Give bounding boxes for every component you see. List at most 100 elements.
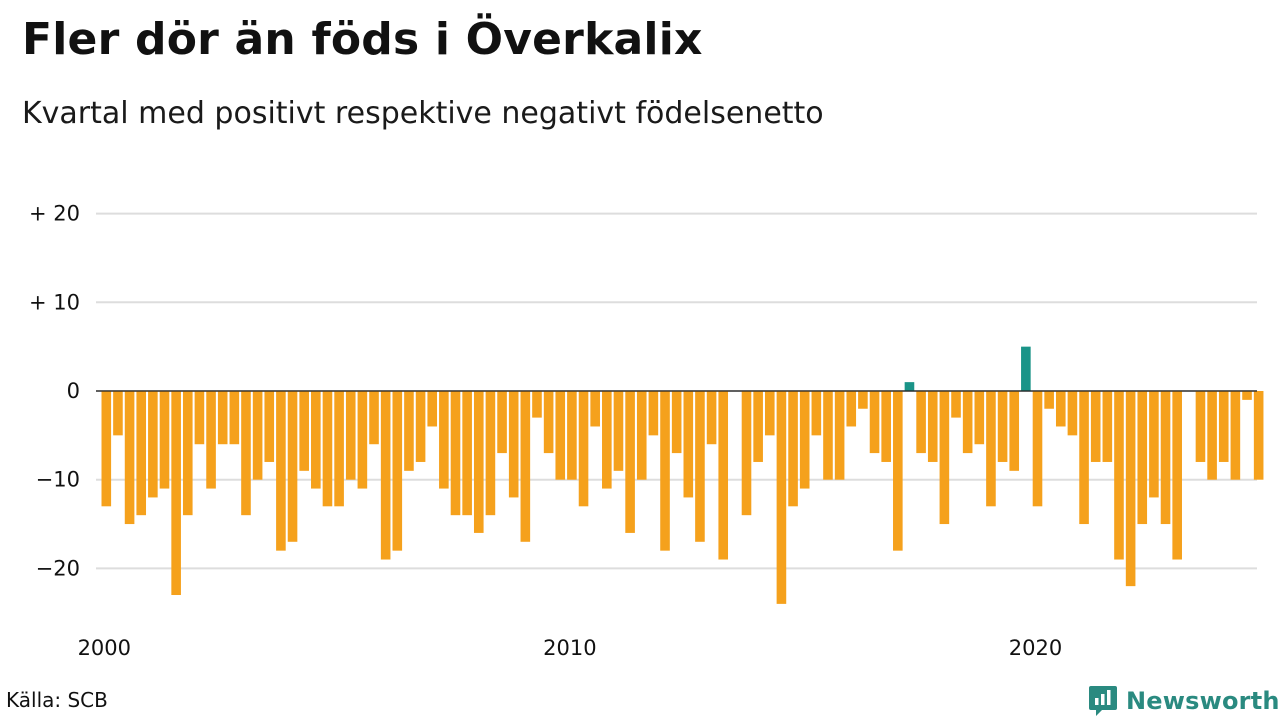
chart-bar [683,391,694,498]
newsworthy-logo-icon [1089,686,1117,716]
chart-bar [345,391,356,480]
chart-bar [473,391,484,533]
chart-bar [124,391,135,525]
chart-bar [159,391,170,489]
chart-bar [299,391,309,471]
chart-bar [799,391,810,489]
chart-bar [648,391,659,436]
y-tick-label: 0 [67,379,80,403]
chart-bar [997,391,1008,462]
chart-bar [369,391,379,445]
x-tick-label: 2000 [78,636,131,660]
chart-bar [217,391,228,445]
chart-bar [1172,391,1182,560]
chart-bar [776,391,787,604]
chart-bar [753,391,763,462]
x-tick-label: 2020 [1009,636,1062,660]
chart-bar [136,391,147,516]
chart-bar [555,391,566,480]
chart-bar [1009,391,1020,471]
chart-bar [392,391,403,551]
chart-bar [1067,391,1078,436]
chart-bar [1137,391,1148,525]
chart-bar [101,391,112,507]
chart-bar [939,391,950,525]
chart-bar [1114,391,1124,560]
chart-bar [602,391,612,489]
chart-bar [893,391,903,551]
chart-bar [974,391,985,445]
chart-bar [462,391,472,516]
chart-bar [543,391,554,454]
y-tick-label: −10 [36,468,80,492]
chart-bar [148,391,158,498]
chart-bar [1207,391,1217,480]
chart-bar [404,391,414,471]
chart-bar [764,391,775,436]
chart-bar [1032,391,1043,507]
chart-bar [1055,391,1066,427]
chart-bar [881,391,891,462]
chart-bar [613,391,624,471]
chart-bar [1230,391,1241,480]
chart-bar [182,391,193,516]
chart-bar [962,391,973,454]
chart-bar [311,391,321,489]
chart-bar [322,391,333,507]
chart-bar [1253,391,1264,480]
chart-bar [1218,391,1229,462]
chart-bar [858,391,868,409]
brand-logo: Newsworthy [1088,684,1280,718]
chart-bar [788,391,798,507]
brand-name: Newsworthy [1126,687,1280,715]
chart-subtitle: Kvartal med positivt respektive negativt… [22,96,824,131]
chart-bar [1044,391,1054,409]
chart-bar [741,391,752,516]
bar-chart: + 20 + 10 0 −10 −20 2000 2010 2020 [29,202,1264,660]
chart-bar [718,391,729,560]
chart-bar [206,391,216,489]
chart-bar [1090,391,1101,462]
chart-bar [1125,391,1136,587]
chart-bar [427,391,438,427]
chart-bar [1079,391,1089,525]
x-tick-label: 2010 [543,636,596,660]
chart-bar [869,391,880,454]
chart-bar [334,391,344,507]
chart-bar [1242,391,1252,400]
chart-bar [636,391,647,480]
chart-bar [1149,391,1159,498]
source-note: Källa: SCB [6,688,108,712]
chart-bar [276,391,286,551]
chart-bar [241,391,251,516]
chart-bar [578,391,589,507]
chart-bar [439,391,449,489]
chart-bar [497,391,507,454]
chart-bar [415,391,426,462]
chart-title: Fler dör än föds i Överkalix [22,14,703,65]
chart-bar [671,391,682,454]
chart-bar [450,391,461,516]
chart-bar [229,391,240,445]
chart-bar [520,391,531,542]
chart-bar [1160,391,1171,525]
chart-bar [485,391,496,516]
chart-bar [287,391,298,542]
chart-bar [567,391,577,480]
chart-bar [986,391,996,507]
chart-bar [625,391,635,533]
chart-bar [508,391,519,498]
chart-bar [951,391,961,418]
y-tick-label: + 20 [29,202,80,226]
chart-bar [171,391,181,596]
chart-bar [380,391,391,560]
chart-bar [590,391,600,427]
chart-bar [264,391,275,462]
chart-bar [927,391,938,462]
chart-bar [811,391,822,436]
chart-bar [834,391,845,480]
chart-bar [695,391,705,542]
chart-bar [904,382,915,391]
y-tick-label: + 10 [29,290,80,314]
chart-bar [846,391,857,427]
